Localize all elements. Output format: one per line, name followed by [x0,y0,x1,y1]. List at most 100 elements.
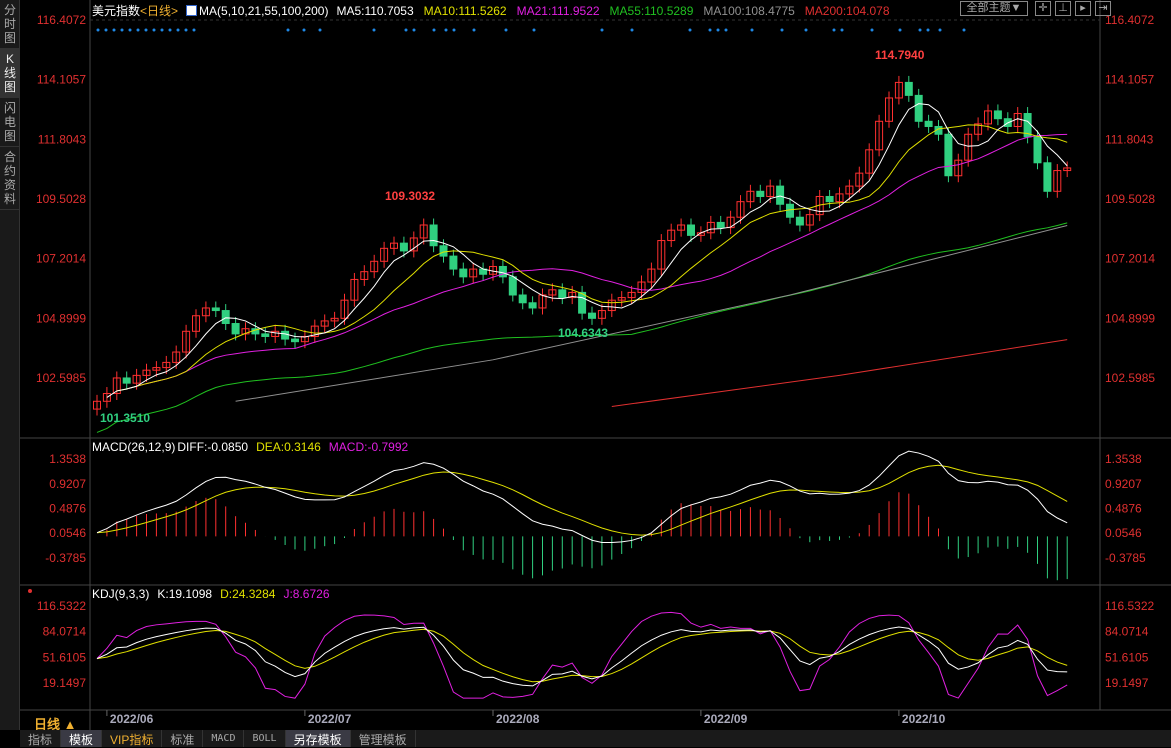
signal-dot [926,28,930,32]
crosshair-icon[interactable]: ✛ [1035,1,1051,16]
price-tick-right: 109.5028 [1105,192,1155,206]
signal-dot [962,28,966,32]
kdj-tick-right: 51.6105 [1105,650,1149,664]
signal-dot [708,28,712,32]
ma-value-5: MA200:104.078 [804,3,890,18]
indicator-icon[interactable] [186,5,198,16]
signal-dot [804,28,808,32]
diff-line [96,450,1068,544]
kdj-tick-left: 116.5322 [37,599,86,613]
price-tick-left: 109.5028 [36,192,86,206]
candle-body [845,185,854,195]
candle-body [875,120,884,151]
candle-body [93,400,101,410]
bottom-tab-5[interactable]: BOLL [244,730,286,747]
date-tick: 2022/07 [308,712,352,726]
candle-body [172,351,181,363]
candle-body [786,203,794,218]
candle-body [1033,136,1042,164]
candle-body [192,315,200,332]
candle-body [568,291,577,299]
candle-body [677,224,686,231]
tab-contract-info[interactable]: 合约资料 [0,147,20,210]
candle-body [360,271,369,280]
signal-dot [192,28,196,32]
k-line [96,626,1068,687]
signal-dot [840,28,844,32]
tab-flash[interactable]: 闪电图 [0,98,20,147]
kdj-k: K:19.1098 [157,587,213,601]
ma100-line [235,225,1068,402]
candle-body [459,268,468,278]
ma-title: MA(5,10,21,55,100,200) [199,3,329,18]
candle-body [558,289,567,299]
signal-dot [688,28,692,32]
signal-dot [372,28,376,32]
kdj-tick-left: 51.6105 [43,650,87,664]
candle-body [736,201,745,218]
tab-timeshare[interactable]: 分时图 [0,0,20,49]
bottom-tab-1[interactable]: 模板 [61,730,103,747]
view-sidebar: 分时图 K线图 闪电图 合约资料 [0,0,20,730]
kline-chart[interactable]: 116.4072 116.4072 114.1057 114.1057 111.8043… [20,0,1171,732]
candle-body [746,190,755,203]
candle-body [102,393,111,402]
candle-body [726,216,735,229]
period-selector[interactable]: 日线 ▲ [34,717,77,732]
candle-body [469,268,478,278]
price-tick-right: 102.5985 [1105,371,1155,385]
signal-dot [128,28,132,32]
theme-dropdown[interactable]: 全部主题▼ [960,1,1028,16]
signal-dot [152,28,156,32]
macd-tick-left: 0.9207 [49,477,86,491]
candle-body [162,361,171,369]
candle-body [1053,170,1062,192]
candle-body [380,247,389,262]
signal-dot [630,28,634,32]
signal-dot [168,28,172,32]
candle-body [894,81,903,99]
macd-tick-right: -0.3785 [1105,551,1146,565]
kdj-header: KDJ(9,3,3) K:19.1098 D:24.3284 J:8.6726 [92,587,330,601]
signal-dot [176,28,180,32]
bottom-tab-2[interactable]: VIP指标 [102,730,163,747]
axis-icon[interactable]: ⊥ [1055,1,1071,16]
macd-title: MACD(26,12,9) [92,440,176,454]
signal-dot [938,28,942,32]
date-tick: 2022/08 [496,712,540,726]
exit-icon[interactable]: ⇥ [1095,1,1111,16]
signal-dot [832,28,836,32]
play-icon[interactable]: ▸ [1075,1,1091,16]
candle-body [865,149,874,174]
d-line [96,628,1068,683]
candle-body [122,377,131,384]
signal-dot [432,28,436,32]
bottom-tab-6[interactable]: 另存模板 [285,730,351,747]
chart-canvas[interactable]: 116.4072 116.4072 114.1057 114.1057 111.8043… [20,0,1171,730]
price-tick-left: 116.4072 [37,13,86,27]
tab-kline[interactable]: K线图 [0,49,20,98]
bottom-tab-4[interactable]: MACD [203,730,245,747]
kdj-title: KDJ(9,3,3) [92,587,150,601]
bottom-tab-0[interactable]: 指标 [20,730,62,747]
candle-body [409,237,418,252]
candle-body [687,224,695,236]
bottom-tab-3[interactable]: 标准 [162,730,204,747]
candle-body [300,335,309,343]
candle-body [637,281,646,293]
price-tick-left: 102.5985 [36,371,86,385]
signal-dot [144,28,148,32]
candle-body [201,307,210,317]
candle-body [429,224,438,247]
candle-body [805,214,814,226]
candle-body [617,297,626,301]
candle-body [399,242,408,252]
ma10-line [116,124,1068,392]
bottom-tab-7[interactable]: 管理模板 [351,730,416,747]
price-tick-right: 104.8999 [1105,311,1155,325]
macd-tick-right: 1.3538 [1105,452,1142,466]
high-label: 114.7940 [875,48,925,62]
signal-dot [160,28,164,32]
candle-body [291,338,299,343]
signal-dot [898,28,902,32]
